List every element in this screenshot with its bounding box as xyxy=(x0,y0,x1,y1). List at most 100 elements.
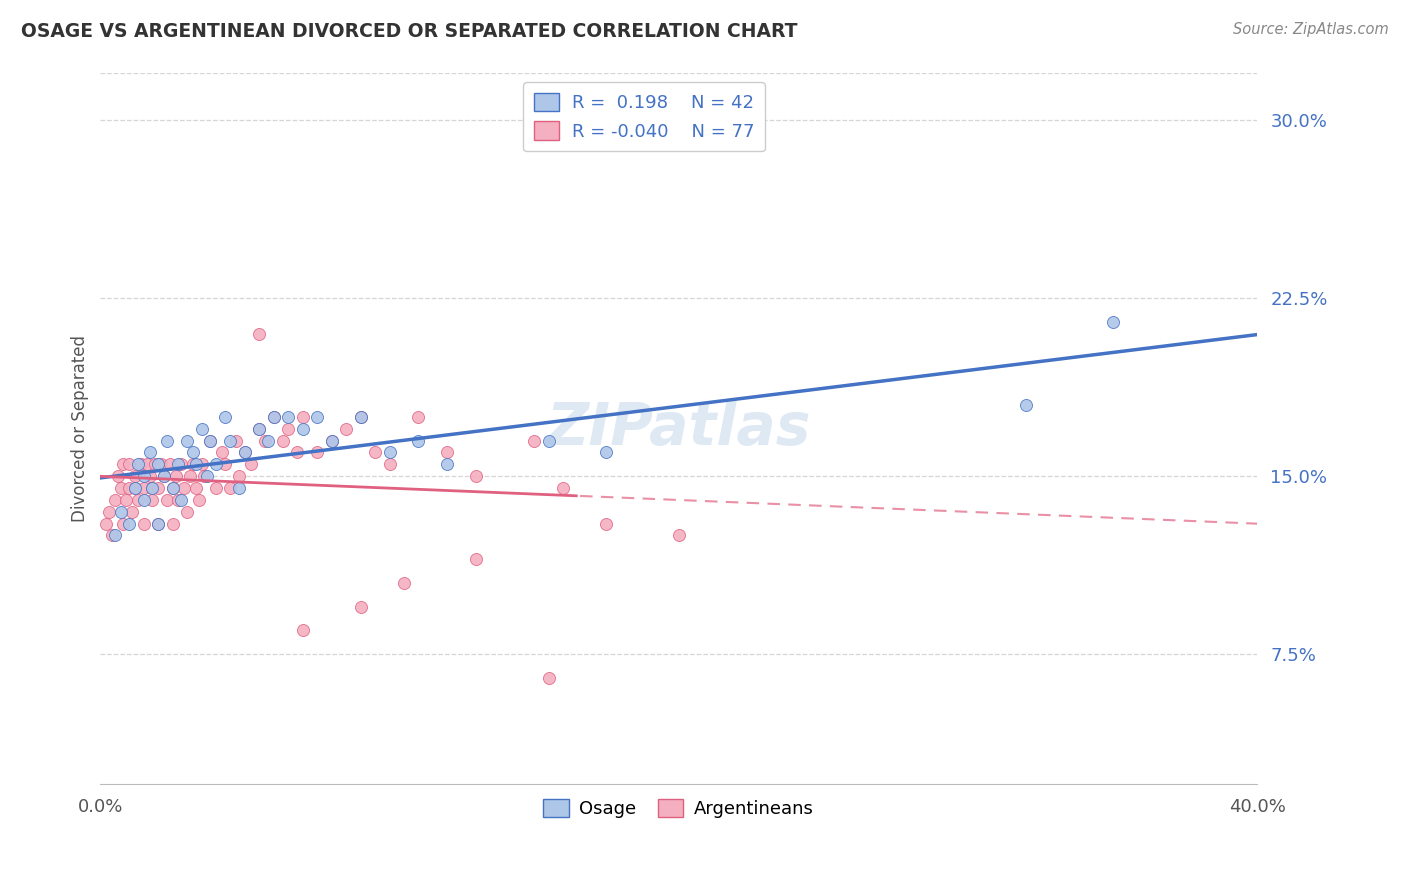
Point xyxy=(277,409,299,424)
Point xyxy=(263,409,285,424)
Point xyxy=(1015,398,1038,412)
Point xyxy=(135,457,157,471)
Point xyxy=(181,445,204,459)
Point xyxy=(129,457,152,471)
Point xyxy=(200,434,222,448)
Point xyxy=(127,457,149,471)
Point xyxy=(176,434,198,448)
Point xyxy=(225,434,247,448)
Point xyxy=(162,481,184,495)
Point xyxy=(219,481,242,495)
Point xyxy=(239,457,262,471)
Point xyxy=(214,457,236,471)
Point xyxy=(335,422,357,436)
Point xyxy=(162,481,184,495)
Text: ZIPatlas: ZIPatlas xyxy=(547,401,811,458)
Point xyxy=(141,492,163,507)
Point xyxy=(170,457,193,471)
Point xyxy=(291,422,314,436)
Point xyxy=(205,481,228,495)
Point xyxy=(107,469,129,483)
Point xyxy=(537,671,560,685)
Point xyxy=(465,469,488,483)
Point xyxy=(321,434,343,448)
Point xyxy=(233,445,256,459)
Point xyxy=(124,481,146,495)
Point xyxy=(1101,315,1123,329)
Point xyxy=(143,457,166,471)
Point xyxy=(551,481,574,495)
Point xyxy=(132,469,155,483)
Point xyxy=(595,516,617,531)
Y-axis label: Divorced or Separated: Divorced or Separated xyxy=(72,335,89,522)
Point xyxy=(121,505,143,519)
Point xyxy=(124,481,146,495)
Point xyxy=(132,492,155,507)
Point xyxy=(249,422,271,436)
Point xyxy=(307,445,329,459)
Point xyxy=(523,434,546,448)
Point xyxy=(219,434,242,448)
Point xyxy=(187,492,209,507)
Point xyxy=(167,492,190,507)
Point xyxy=(349,409,371,424)
Point xyxy=(291,409,314,424)
Point xyxy=(249,326,271,341)
Point xyxy=(321,434,343,448)
Text: Source: ZipAtlas.com: Source: ZipAtlas.com xyxy=(1233,22,1389,37)
Point xyxy=(156,492,179,507)
Point xyxy=(271,434,294,448)
Point xyxy=(118,516,141,531)
Legend: Osage, Argentineans: Osage, Argentineans xyxy=(536,791,821,825)
Point xyxy=(195,469,218,483)
Point xyxy=(436,457,458,471)
Point xyxy=(159,457,181,471)
Point xyxy=(214,409,236,424)
Point xyxy=(277,422,299,436)
Point xyxy=(115,492,138,507)
Point xyxy=(94,516,117,531)
Point xyxy=(249,422,271,436)
Point xyxy=(156,434,179,448)
Point xyxy=(408,434,430,448)
Point xyxy=(170,492,193,507)
Point xyxy=(378,457,401,471)
Point xyxy=(148,516,170,531)
Point xyxy=(465,552,488,566)
Point xyxy=(138,445,160,459)
Point xyxy=(193,469,215,483)
Point xyxy=(595,445,617,459)
Point xyxy=(392,575,415,590)
Point xyxy=(184,457,207,471)
Point xyxy=(176,505,198,519)
Point xyxy=(254,434,277,448)
Point xyxy=(285,445,308,459)
Point xyxy=(110,505,132,519)
Point xyxy=(668,528,690,542)
Point xyxy=(132,481,155,495)
Point xyxy=(190,422,212,436)
Point xyxy=(141,481,163,495)
Point xyxy=(112,516,135,531)
Point xyxy=(153,469,176,483)
Point xyxy=(349,409,371,424)
Point xyxy=(181,457,204,471)
Point xyxy=(228,469,250,483)
Point xyxy=(112,457,135,471)
Point xyxy=(537,434,560,448)
Point xyxy=(179,469,201,483)
Point xyxy=(132,516,155,531)
Point xyxy=(141,481,163,495)
Point xyxy=(124,469,146,483)
Point xyxy=(349,599,371,614)
Point xyxy=(364,445,387,459)
Text: OSAGE VS ARGENTINEAN DIVORCED OR SEPARATED CORRELATION CHART: OSAGE VS ARGENTINEAN DIVORCED OR SEPARAT… xyxy=(21,22,797,41)
Point xyxy=(257,434,280,448)
Point xyxy=(118,481,141,495)
Point xyxy=(200,434,222,448)
Point xyxy=(190,457,212,471)
Point xyxy=(98,505,121,519)
Point xyxy=(211,445,233,459)
Point xyxy=(173,481,195,495)
Point xyxy=(118,457,141,471)
